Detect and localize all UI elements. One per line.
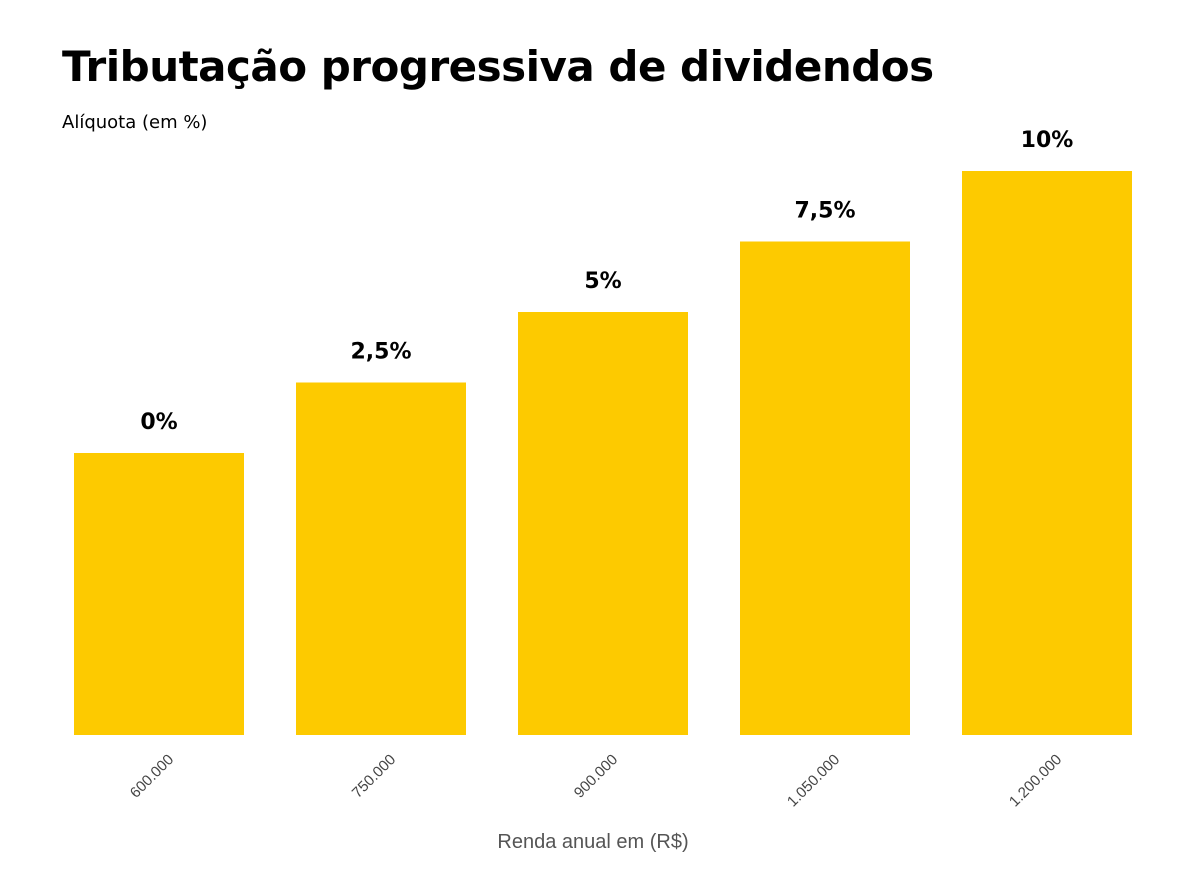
chart-subtitle: Alíquota (em %): [62, 112, 208, 133]
data-label-600.000: 0%: [140, 410, 177, 435]
chart-title: Tributação progressiva de dividendos: [62, 42, 934, 91]
x-tick-label-600.000: 600.000: [127, 751, 177, 801]
data-label-1.050.000: 7,5%: [794, 199, 855, 224]
bar-750.000: [296, 382, 466, 735]
data-label-750.000: 2,5%: [350, 340, 411, 365]
x-axis-label: Renda anual em (R$): [497, 831, 689, 853]
x-tick-label-900.000: 900.000: [571, 751, 621, 801]
data-label-1.200.000: 10%: [1021, 128, 1074, 153]
data-label-900.000: 5%: [584, 269, 621, 294]
bar-1.200.000: [962, 171, 1132, 735]
x-tick-label-1.050.000: 1.050.000: [784, 751, 843, 810]
x-tick-label-750.000: 750.000: [349, 751, 399, 801]
bar-900.000: [518, 312, 688, 735]
x-tick-label-1.200.000: 1.200.000: [1006, 751, 1065, 810]
bar-600.000: [74, 453, 244, 735]
bar-1.050.000: [740, 241, 910, 735]
